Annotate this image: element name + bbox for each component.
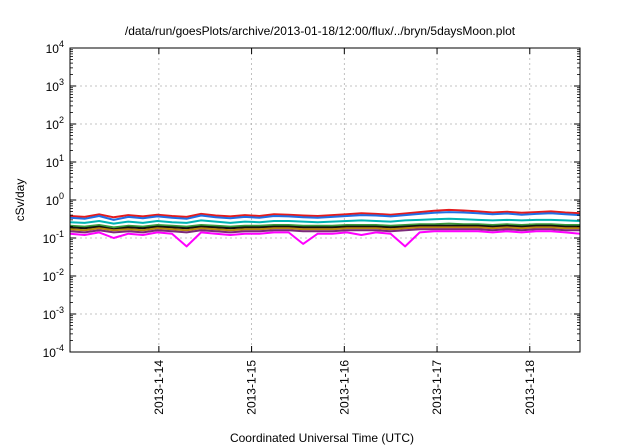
y-tick-label: 101: [46, 153, 64, 170]
series-line-7: [69, 228, 580, 234]
y-axis-label: cSv/day: [13, 179, 27, 222]
x-axis: 2013-1-14 2013-1-15 2013-1-16 2013-1-17 2013…: [152, 48, 537, 415]
chart-title: /data/run/goesPlots/archive/2013-01-18/1…: [125, 24, 516, 38]
series-line-8: [69, 230, 581, 248]
x-tick-label: 2013-1-15: [245, 360, 259, 415]
series-line-2: [69, 211, 581, 221]
y-tick-label: 10-2: [43, 267, 64, 284]
series-line-6: [69, 226, 580, 232]
x-axis-label: Coordinated Universal Time (UTC): [230, 431, 414, 445]
series-group: [69, 208, 581, 248]
y-tick-label: 10-4: [43, 343, 64, 360]
y-tick-label: 103: [46, 77, 64, 94]
y-tick-label: 104: [46, 39, 64, 56]
y-tick-label: 102: [46, 115, 64, 132]
series-line-5: [69, 224, 580, 231]
grid: [70, 48, 580, 352]
y-tick-label: 10-3: [43, 305, 64, 322]
x-tick-label: 2013-1-17: [430, 360, 444, 415]
series-line-4: [69, 222, 580, 229]
x-tick-label: 2013-1-16: [337, 360, 351, 415]
y-axis: 10-4 10-3 10-2 10-1 100 101 102 103 104: [43, 39, 580, 360]
x-tick-label: 2013-1-18: [523, 360, 537, 415]
x-tick-label: 2013-1-14: [152, 360, 166, 415]
y-tick-label: 10-1: [43, 229, 64, 246]
series-line-1: [69, 208, 581, 219]
series-line-3: [69, 217, 581, 225]
y-tick-label: 100: [46, 191, 64, 208]
